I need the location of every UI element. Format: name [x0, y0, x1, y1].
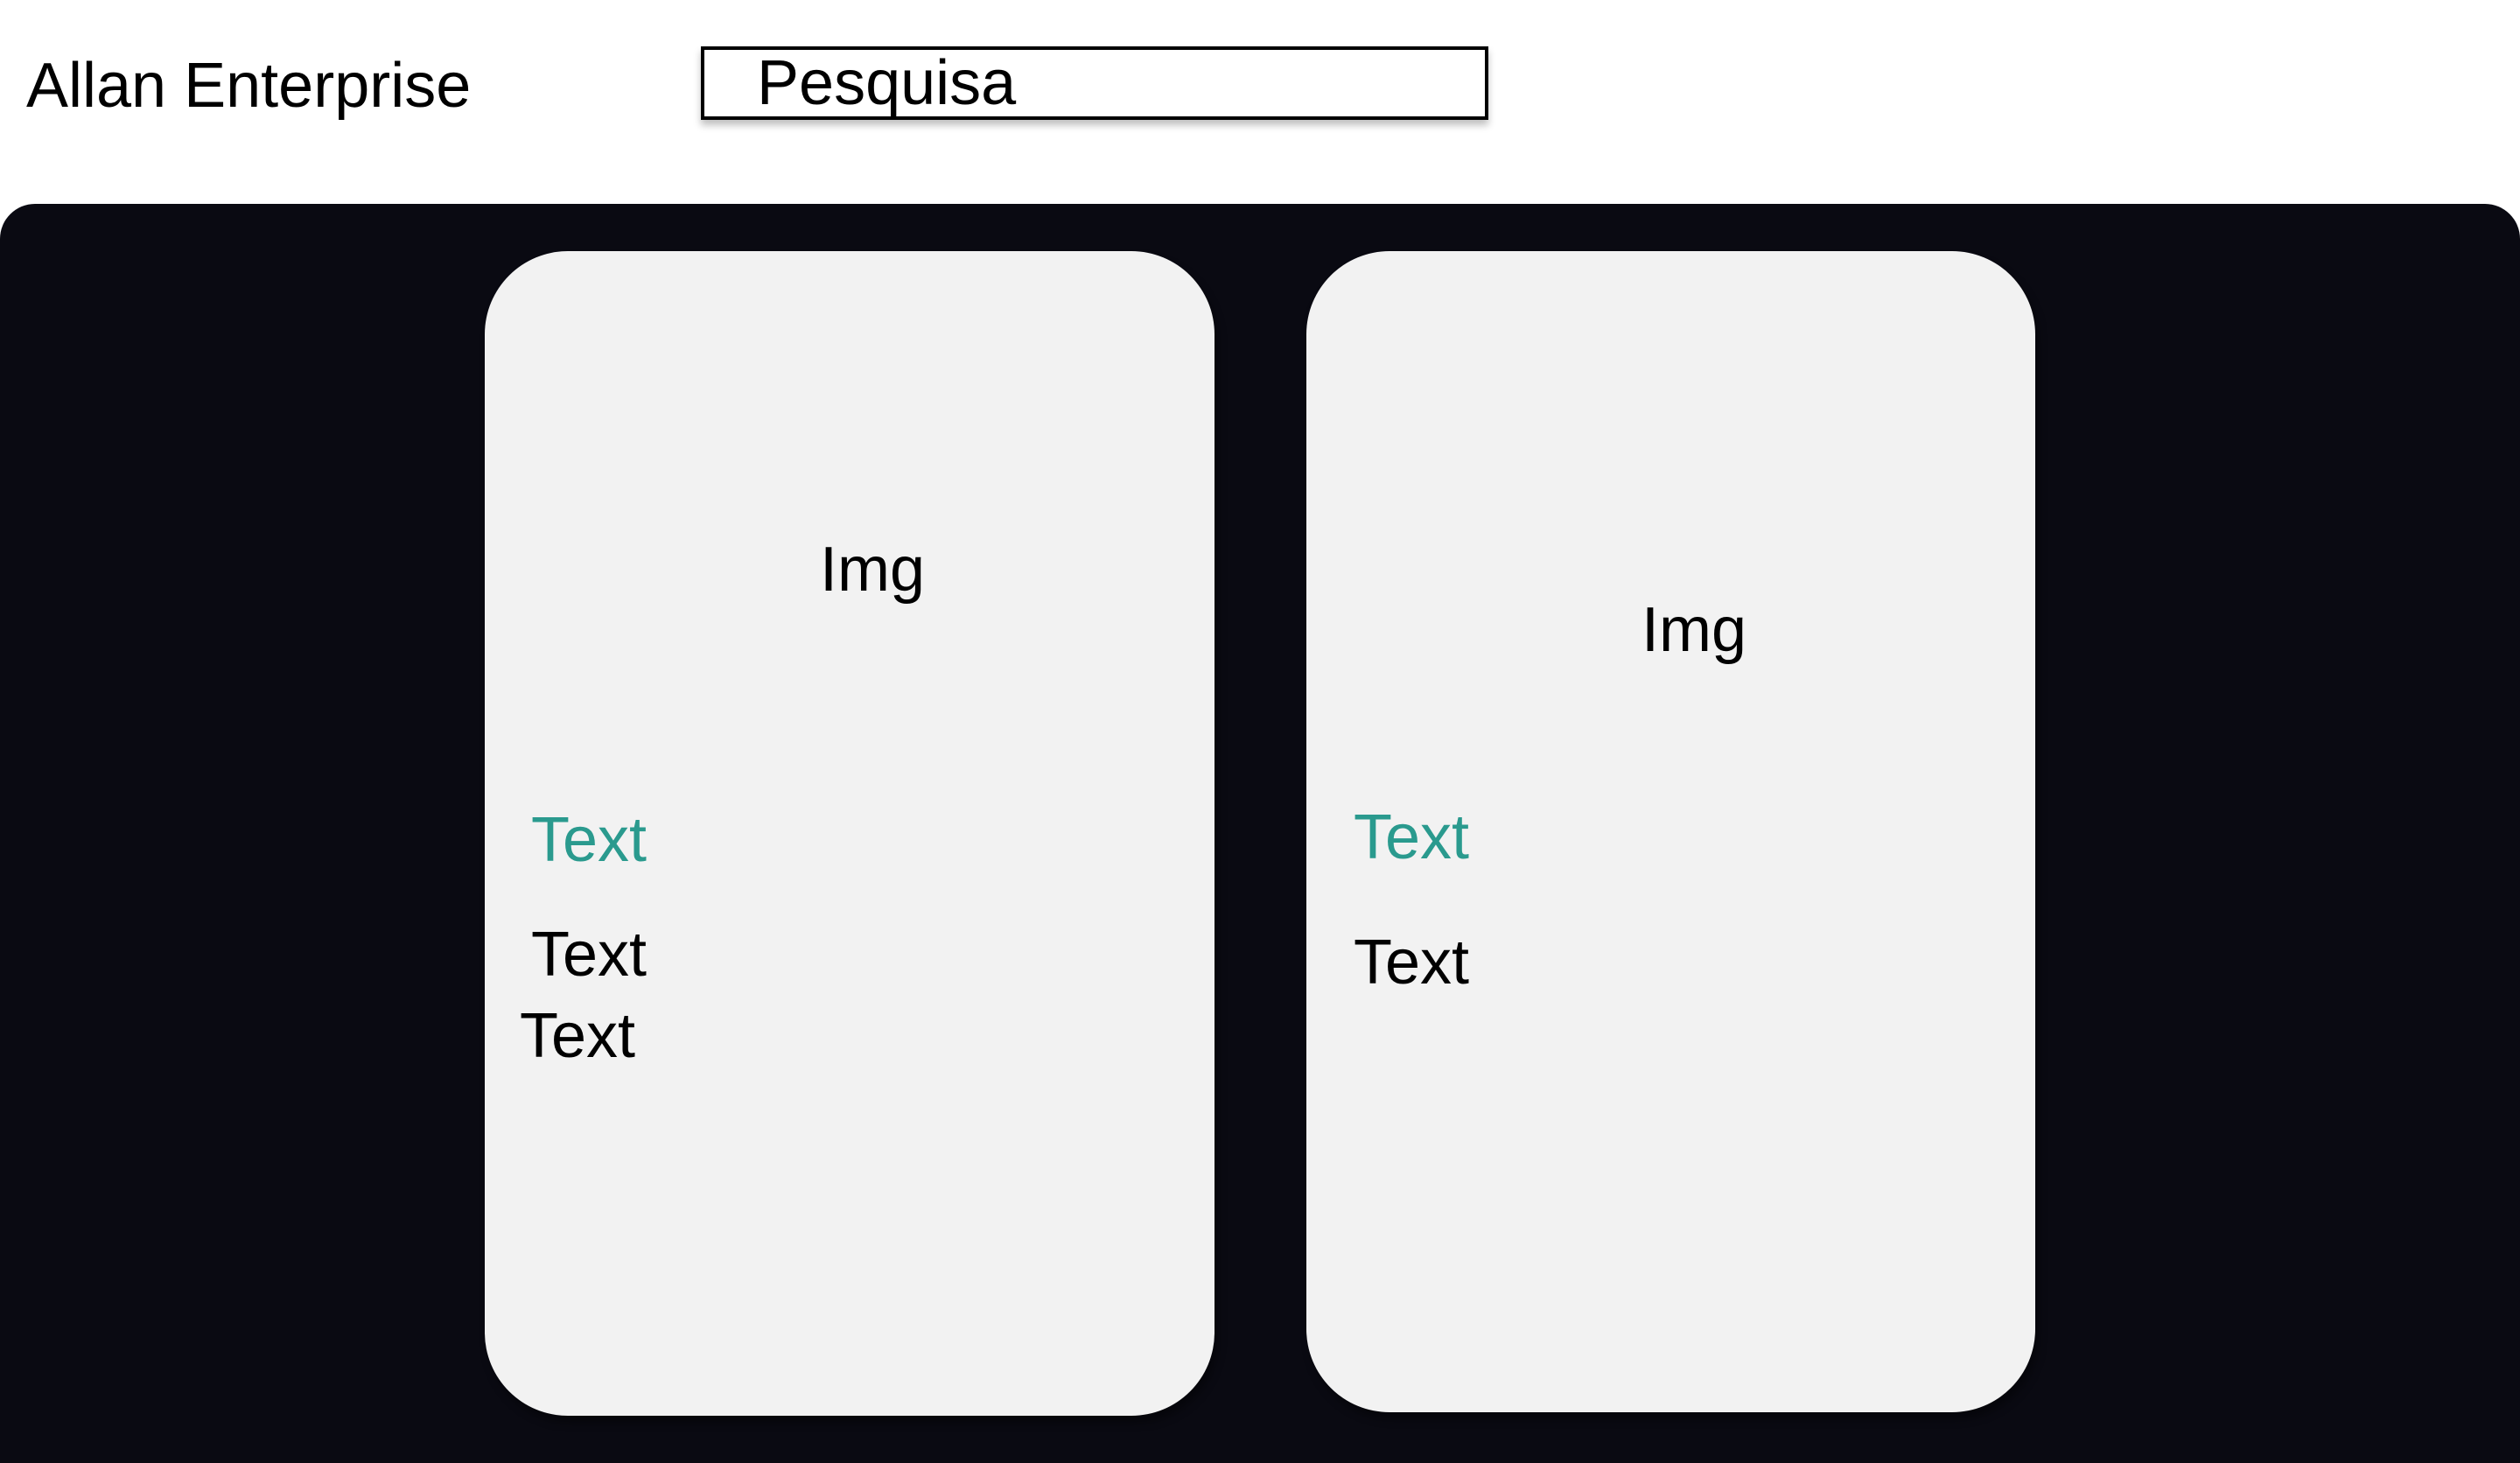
product-card[interactable]: Img Text Text Text: [485, 251, 1214, 1416]
card-text-line: Text: [1354, 928, 1470, 998]
card-text-line: Text: [531, 920, 648, 990]
search-input[interactable]: [701, 46, 1488, 120]
card-text-line: Text: [520, 1001, 636, 1071]
card-image-placeholder: Img: [1642, 595, 1747, 665]
card-title: Text: [531, 805, 648, 875]
card-image-placeholder: Img: [820, 535, 926, 605]
content-panel: [0, 204, 2520, 1463]
product-card[interactable]: Img Text Text: [1306, 251, 2035, 1412]
card-title: Text: [1354, 802, 1470, 872]
brand-title: Allan Enterprise: [26, 51, 472, 121]
